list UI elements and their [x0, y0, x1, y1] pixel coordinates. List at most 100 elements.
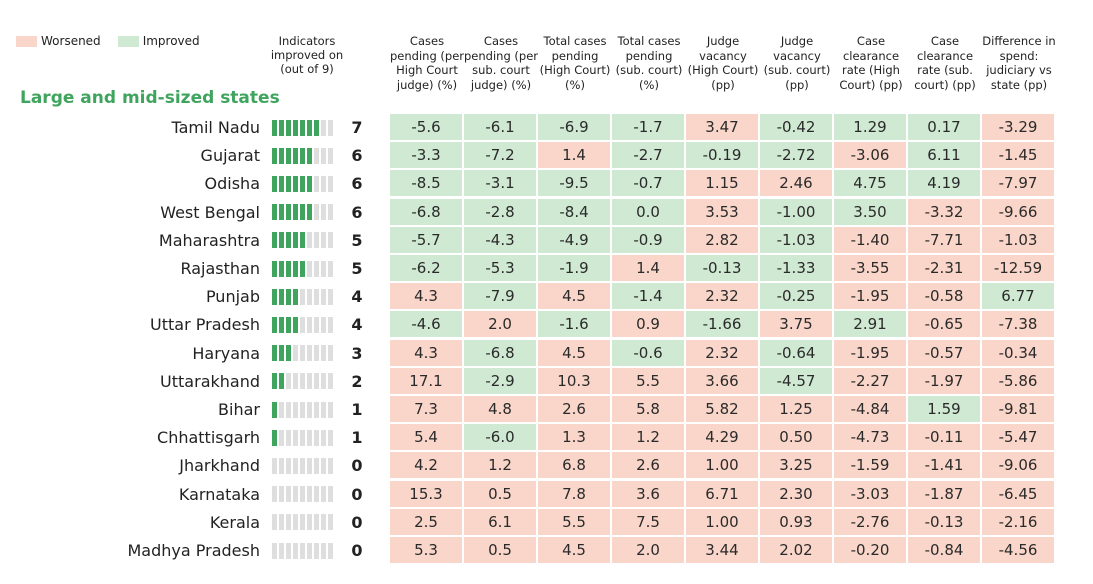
indicator-segment — [328, 316, 333, 333]
value-cell: -0.42 — [760, 114, 832, 140]
value-cell: -5.6 — [390, 114, 462, 140]
value-cell: 0.0 — [612, 198, 684, 225]
indicator-segment — [314, 260, 319, 277]
state-label: Uttarakhand — [160, 371, 260, 391]
indicator-segment — [328, 373, 333, 390]
indicator-segment — [307, 260, 312, 277]
value-cell: 10.3 — [538, 367, 610, 394]
indicator-segment — [272, 204, 277, 221]
improved-count: 2 — [351, 371, 363, 391]
column-header: Difference in spend: judiciary vs state … — [982, 34, 1056, 92]
indicator-segment — [300, 401, 305, 418]
value-cell: 6.77 — [982, 283, 1054, 310]
indicator-segment — [272, 175, 277, 192]
indicator-segment — [307, 514, 312, 531]
indicator-segment — [279, 429, 284, 446]
value-cell: 3.50 — [834, 198, 906, 225]
indicator-segment — [314, 147, 319, 164]
indicator-segment — [321, 542, 326, 559]
value-cell: -6.8 — [464, 339, 536, 366]
value-cell: -1.7 — [612, 114, 684, 140]
value-cell: -1.33 — [760, 255, 832, 281]
value-cell: -9.81 — [982, 396, 1054, 422]
value-cell: 1.4 — [612, 255, 684, 281]
improved-count: 6 — [351, 146, 363, 166]
value-cell: -7.71 — [908, 226, 980, 253]
value-cell: -4.57 — [760, 367, 832, 394]
indicator-segment — [286, 542, 291, 559]
indicator-bar — [272, 260, 335, 277]
value-cell: -6.45 — [982, 480, 1054, 507]
value-cell: 4.2 — [390, 452, 462, 479]
indicator-segment — [286, 175, 291, 192]
value-cell: 1.2 — [612, 424, 684, 451]
value-cell: 3.53 — [686, 198, 758, 225]
value-cell: -4.6 — [390, 311, 462, 338]
value-cell: 2.0 — [612, 537, 684, 563]
indicator-segment — [307, 486, 312, 503]
indicator-segment — [272, 373, 277, 390]
state-label: Kerala — [209, 512, 260, 532]
value-cell: 1.25 — [760, 396, 832, 422]
value-cell: -0.34 — [982, 339, 1054, 366]
improved-count: 5 — [351, 259, 363, 278]
indicator-segment — [286, 401, 291, 418]
value-cell: 2.91 — [834, 311, 906, 338]
indicator-segment — [321, 204, 326, 221]
indicator-segment — [321, 514, 326, 531]
value-cell: -1.45 — [982, 142, 1054, 169]
indicator-segment — [286, 514, 291, 531]
value-cell: 1.59 — [908, 396, 980, 422]
indicator-segment — [286, 486, 291, 503]
improved-count: 5 — [351, 230, 363, 250]
value-cell: -0.57 — [908, 339, 980, 366]
indicator-segment — [307, 147, 312, 164]
value-cell: 3.44 — [686, 537, 758, 563]
column-header: Judge vacancy (High Court) (pp) — [687, 34, 759, 92]
indicator-bar — [272, 147, 335, 164]
value-cell: -2.76 — [834, 508, 906, 535]
indicator-segment — [307, 429, 312, 446]
value-cell: -2.31 — [908, 255, 980, 281]
value-cell: 4.19 — [908, 170, 980, 197]
value-cell: -0.11 — [908, 424, 980, 451]
indicator-bar — [272, 514, 335, 531]
indicator-segment — [314, 457, 319, 474]
value-cell: -1.40 — [834, 226, 906, 253]
value-cell: -0.58 — [908, 283, 980, 310]
value-cell: 4.5 — [538, 283, 610, 310]
improved-count: 7 — [351, 118, 363, 137]
improved-count: 6 — [351, 174, 363, 194]
indicator-segment — [314, 204, 319, 221]
indicator-segment — [279, 204, 284, 221]
indicator-segment — [328, 429, 333, 446]
indicator-segment — [300, 147, 305, 164]
indicator-segment — [272, 542, 277, 559]
indicator-segment — [328, 514, 333, 531]
state-label: Karnataka — [178, 484, 260, 504]
state-label: Jharkhand — [179, 456, 260, 476]
improved-count: 0 — [351, 541, 363, 560]
indicator-segment — [286, 288, 291, 305]
value-cell: 3.75 — [760, 311, 832, 338]
value-cell: 3.25 — [760, 452, 832, 479]
indicator-segment — [272, 232, 277, 249]
value-cell: -4.56 — [982, 537, 1054, 563]
indicator-bar — [272, 401, 335, 418]
value-cell: 1.3 — [538, 424, 610, 451]
indicator-segment — [293, 345, 298, 362]
indicator-segment — [321, 345, 326, 362]
value-cell: 2.32 — [686, 339, 758, 366]
value-cell: -1.87 — [908, 480, 980, 507]
improved-count: 3 — [351, 343, 363, 363]
value-cell: 6.11 — [908, 142, 980, 169]
indicator-segment — [328, 457, 333, 474]
indicator-bar — [272, 232, 335, 249]
value-cell: 5.8 — [612, 396, 684, 422]
indicator-segment — [272, 345, 277, 362]
state-label: Rajasthan — [180, 259, 260, 278]
indicator-segment — [293, 147, 298, 164]
value-cell: -2.9 — [464, 367, 536, 394]
value-cell: -2.8 — [464, 198, 536, 225]
indicator-segment — [314, 486, 319, 503]
